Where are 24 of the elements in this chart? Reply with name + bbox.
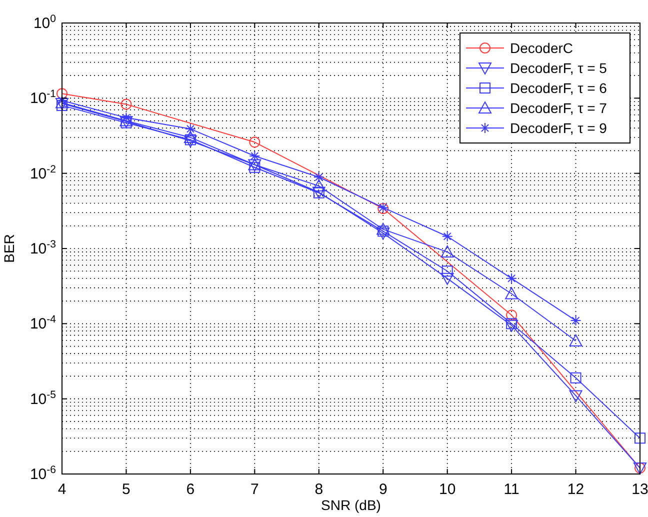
x-axis-title: SNR (dB) [321, 497, 381, 513]
x-tick-label: 4 [58, 481, 66, 498]
legend-label: DecoderC [510, 40, 574, 56]
legend-label: DecoderF, τ = 6 [510, 80, 608, 96]
y-tick-label: 10$^{-5}$ [30, 388, 56, 408]
x-tick-label: 9 [378, 481, 388, 498]
x-tick-label: 7 [250, 481, 259, 498]
y-tick-label: 10$^{0}$ [33, 13, 56, 32]
x-tick-label: 12 [567, 481, 584, 498]
x-tick-label: 6 [186, 481, 195, 498]
x-tick-label: 8 [314, 481, 324, 498]
x-tick-label: 11 [504, 481, 520, 498]
y-tick-label: 10$^{-3}$ [30, 238, 56, 258]
legend-label: DecoderF, τ = 9 [510, 120, 608, 136]
y-tick-label: 10$^{-6}$ [30, 464, 56, 483]
x-tick-label: 13 [632, 481, 648, 498]
y-tick-label: 10$^{-2}$ [30, 163, 56, 182]
legend-label: DecoderF, τ = 5 [510, 60, 608, 76]
x-tick-label: 5 [122, 481, 130, 498]
y-axis-title: BER [1, 234, 17, 263]
y-tick-label: 10$^{-1}$ [30, 88, 56, 108]
x-tick-label: 10 [438, 481, 456, 498]
y-tick-label: 10$^{-4}$ [30, 314, 56, 333]
legend-label: DecoderF, τ = 7 [510, 100, 608, 116]
